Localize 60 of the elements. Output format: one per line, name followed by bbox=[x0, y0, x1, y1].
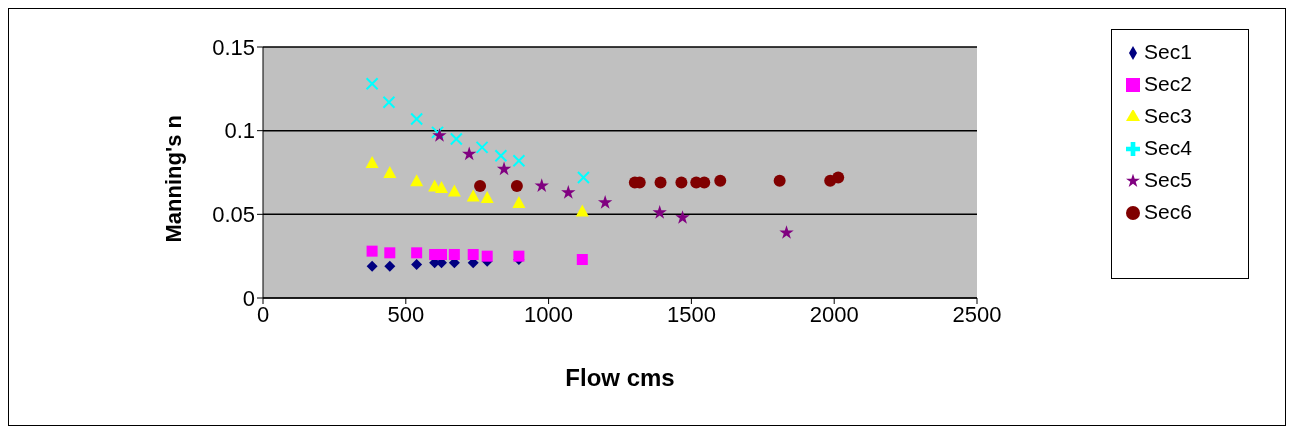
point bbox=[773, 174, 786, 187]
point bbox=[576, 171, 590, 185]
point bbox=[447, 184, 461, 197]
point bbox=[779, 225, 794, 239]
point bbox=[510, 179, 523, 192]
point bbox=[576, 254, 588, 266]
point bbox=[494, 149, 508, 163]
point bbox=[435, 181, 448, 194]
point bbox=[714, 174, 727, 187]
point bbox=[575, 204, 589, 217]
point bbox=[467, 248, 479, 260]
point bbox=[480, 191, 494, 204]
y-tick-label: 0.1 bbox=[224, 118, 255, 144]
point bbox=[366, 260, 378, 272]
point bbox=[462, 146, 477, 161]
point bbox=[512, 154, 526, 168]
point bbox=[466, 189, 480, 202]
point bbox=[411, 247, 423, 259]
legend-label: Sec1 bbox=[1144, 40, 1192, 63]
point bbox=[366, 245, 378, 257]
point bbox=[365, 77, 379, 91]
point bbox=[654, 176, 667, 189]
point bbox=[561, 185, 576, 199]
x-tick-label: 1500 bbox=[666, 301, 716, 327]
legend-label: Sec2 bbox=[1144, 72, 1192, 95]
point bbox=[597, 195, 613, 209]
y-tick-label: 0 bbox=[242, 285, 255, 311]
legend-label: Sec4 bbox=[1144, 136, 1192, 159]
y-axis-title: Manning's n bbox=[160, 115, 186, 243]
point bbox=[832, 171, 845, 184]
x-tick-label: 2500 bbox=[952, 301, 1002, 327]
legend-label: Sec6 bbox=[1144, 200, 1192, 223]
point bbox=[675, 176, 688, 189]
point bbox=[411, 259, 423, 271]
point bbox=[384, 260, 396, 272]
point bbox=[512, 196, 526, 209]
x-axis-title: Flow cms bbox=[565, 364, 675, 391]
x-tick-label: 2000 bbox=[809, 301, 859, 327]
point bbox=[410, 174, 424, 187]
point bbox=[382, 95, 396, 109]
y-tick-label: 0.15 bbox=[212, 34, 255, 60]
point bbox=[474, 179, 487, 192]
x-tick-label: 500 bbox=[387, 301, 425, 327]
point bbox=[513, 250, 525, 262]
x-tick-label: 1000 bbox=[524, 301, 574, 327]
y-tick-label: 0.05 bbox=[212, 202, 255, 228]
legend-label: Sec3 bbox=[1144, 104, 1192, 127]
legend-label: Sec5 bbox=[1144, 168, 1192, 191]
point bbox=[675, 210, 690, 224]
point bbox=[496, 161, 512, 176]
point bbox=[652, 205, 667, 219]
point bbox=[410, 112, 424, 126]
point bbox=[383, 166, 397, 178]
point bbox=[475, 140, 489, 154]
point bbox=[384, 247, 396, 259]
point bbox=[534, 178, 549, 192]
point bbox=[449, 132, 463, 146]
point bbox=[481, 250, 493, 262]
point bbox=[365, 155, 379, 168]
point bbox=[448, 248, 460, 260]
